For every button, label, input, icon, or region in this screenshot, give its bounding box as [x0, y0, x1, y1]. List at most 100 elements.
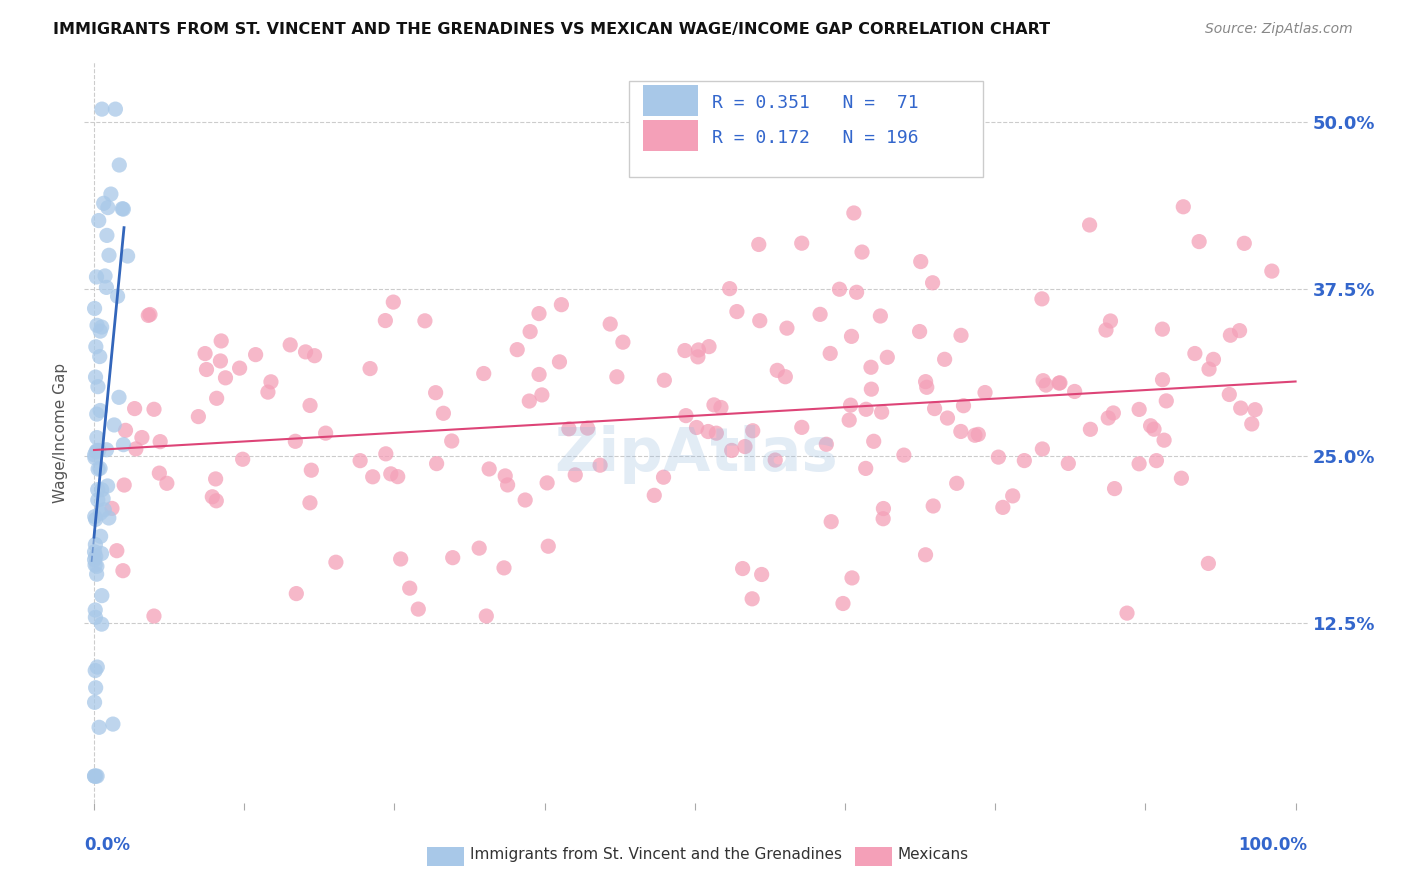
Text: Immigrants from St. Vincent and the Grenadines: Immigrants from St. Vincent and the Gren…	[470, 847, 842, 863]
Point	[441, 550, 464, 565]
Point	[494, 469, 516, 483]
Point	[136, 309, 159, 323]
Point	[131, 431, 153, 445]
Point	[893, 448, 915, 462]
Point	[548, 355, 571, 369]
Point	[87, 720, 110, 734]
Point	[845, 285, 868, 300]
Point	[606, 369, 628, 384]
Point	[125, 442, 148, 456]
Y-axis label: Wage/Income Gap: Wage/Income Gap	[53, 362, 69, 503]
Point	[299, 399, 322, 413]
Point	[86, 431, 108, 445]
Point	[94, 268, 117, 283]
Point	[86, 567, 108, 582]
Point	[1104, 482, 1126, 496]
Point	[114, 423, 136, 437]
Point	[209, 354, 232, 368]
Point	[432, 406, 454, 420]
Point	[83, 695, 105, 709]
Point	[100, 187, 122, 202]
Point	[84, 681, 107, 695]
Point	[382, 295, 405, 310]
Point	[374, 313, 396, 327]
Point	[111, 564, 134, 578]
Point	[1116, 606, 1139, 620]
Point	[945, 476, 967, 491]
FancyBboxPatch shape	[427, 847, 464, 866]
Point	[112, 478, 135, 492]
Point	[1229, 324, 1251, 338]
Point	[924, 401, 946, 416]
Point	[1031, 442, 1053, 456]
Point	[872, 512, 894, 526]
Point	[90, 589, 112, 603]
Point	[496, 478, 519, 492]
Point	[952, 399, 974, 413]
Point	[105, 543, 128, 558]
Point	[775, 369, 797, 384]
Point	[914, 375, 936, 389]
Point	[751, 567, 773, 582]
Point	[89, 403, 111, 417]
Point	[294, 345, 316, 359]
Point	[1153, 433, 1175, 447]
Point	[1047, 376, 1070, 391]
Point	[842, 206, 865, 220]
Point	[703, 398, 725, 412]
Point	[84, 340, 107, 354]
Point	[1032, 374, 1054, 388]
Point	[1035, 378, 1057, 392]
Point	[1184, 346, 1206, 360]
Point	[90, 320, 112, 334]
Point	[1240, 417, 1263, 431]
Point	[859, 360, 882, 375]
Point	[87, 492, 110, 507]
Point	[1102, 406, 1125, 420]
Point	[90, 102, 112, 116]
Point	[440, 434, 463, 448]
Point	[325, 555, 347, 569]
Point	[517, 394, 540, 409]
Point	[841, 571, 863, 585]
Point	[654, 373, 676, 387]
Point	[921, 276, 943, 290]
Point	[139, 308, 162, 322]
Point	[84, 610, 107, 624]
Point	[204, 472, 226, 486]
Point	[564, 467, 586, 482]
Point	[936, 411, 959, 425]
Point	[1197, 557, 1219, 571]
Point	[112, 202, 135, 216]
Point	[1229, 401, 1251, 416]
Point	[84, 370, 107, 384]
Point	[111, 202, 134, 216]
Point	[908, 325, 931, 339]
Point	[142, 609, 165, 624]
Point	[1144, 453, 1167, 467]
Point	[299, 463, 322, 477]
Point	[475, 609, 498, 624]
Text: 100.0%: 100.0%	[1239, 836, 1308, 855]
Point	[652, 470, 675, 484]
Point	[374, 447, 396, 461]
Point	[380, 467, 402, 481]
Point	[872, 501, 894, 516]
Point	[950, 328, 973, 343]
Point	[1014, 453, 1036, 467]
Point	[90, 547, 112, 561]
Point	[839, 398, 862, 412]
Point	[1143, 422, 1166, 436]
Point	[987, 450, 1010, 464]
Point	[84, 549, 107, 564]
Point	[86, 769, 108, 783]
Point	[949, 425, 972, 439]
Point	[1198, 362, 1220, 376]
Point	[527, 307, 550, 321]
Point	[83, 301, 105, 316]
Point	[89, 461, 111, 475]
Text: R = 0.172   N = 196: R = 0.172 N = 196	[711, 129, 918, 147]
Point	[83, 545, 105, 559]
Point	[838, 413, 860, 427]
Point	[257, 385, 280, 400]
